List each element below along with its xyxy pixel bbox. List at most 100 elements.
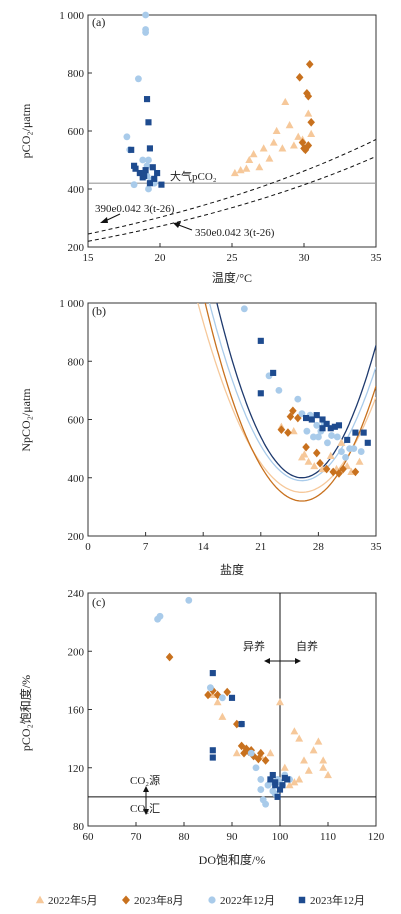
- annotation-co2-source: CO₂源: [130, 773, 160, 787]
- plot-frame: [87, 302, 377, 537]
- data-point: [204, 690, 212, 700]
- x-tick-label: 100: [272, 831, 289, 843]
- plot-area: [88, 593, 376, 826]
- data-point: [295, 775, 304, 783]
- data-point: [280, 763, 289, 771]
- data-point: [319, 763, 328, 771]
- data-point: [338, 448, 345, 455]
- data-point: [233, 719, 241, 729]
- data-point: [294, 132, 303, 140]
- x-tick-label: 60: [83, 831, 95, 843]
- x-tick-label: 35: [371, 541, 383, 553]
- x-tick-label: 70: [131, 831, 143, 843]
- data-point: [269, 138, 278, 146]
- legend-label-2022-may: 2022年5月: [48, 893, 98, 907]
- data-point: [134, 75, 142, 83]
- panel-c-label: (c): [92, 595, 105, 609]
- data-point: [209, 754, 216, 761]
- data-point: [185, 596, 193, 604]
- data-point: [206, 684, 214, 692]
- data-point: [364, 439, 371, 446]
- data-point: [139, 156, 147, 164]
- legend-label-2022-dec: 2022年12月: [220, 893, 275, 907]
- data-point: [312, 448, 321, 458]
- curve-1: [197, 303, 376, 493]
- legend-label-2023-dec: 2023年12月: [310, 893, 365, 907]
- data-point: [143, 96, 151, 103]
- data-point: [158, 181, 165, 188]
- panel-a-xlabel: 温度/°C: [212, 270, 252, 285]
- data-point: [300, 450, 309, 458]
- data-point: [257, 775, 265, 783]
- data-point: [307, 129, 316, 137]
- data-point: [257, 390, 264, 397]
- data-point: [213, 698, 222, 706]
- data-point: [350, 445, 358, 453]
- data-point: [329, 467, 337, 477]
- curve-2: [208, 303, 376, 482]
- data-point: [242, 164, 251, 172]
- data-point: [319, 756, 328, 764]
- x-tick-label: 15: [83, 252, 95, 264]
- up-arrowhead: [143, 786, 149, 792]
- data-point: [218, 712, 227, 720]
- panel-b-ylabel: NpCO₂/μatm: [19, 388, 33, 452]
- data-point: [267, 776, 274, 783]
- data-point: [259, 144, 268, 152]
- curve1-arrowhead: [100, 217, 108, 223]
- x-tick-label: 80: [179, 831, 191, 843]
- data-point: [307, 117, 315, 127]
- right-arrowhead: [295, 658, 301, 664]
- data-point: [209, 670, 216, 677]
- data-point: [342, 453, 349, 461]
- data-point: [154, 169, 161, 177]
- panel-a-curve1-label: 390e0.042 3(t-26): [95, 203, 175, 215]
- data-point: [278, 144, 287, 152]
- data-point: [257, 337, 264, 344]
- curve-4: [204, 303, 376, 502]
- annotation-heterotrophic: 异养: [243, 639, 265, 653]
- data-point: [295, 734, 304, 742]
- data-point: [165, 652, 174, 662]
- y-tick-label: 200: [68, 242, 85, 254]
- data-point: [286, 412, 295, 421]
- panel-c-xlabel: DO饱和度/%: [199, 852, 266, 867]
- y-tick-label: 120: [68, 763, 85, 775]
- data-point: [323, 420, 330, 427]
- data-point: [303, 88, 311, 98]
- data-point: [310, 461, 319, 470]
- data-point: [309, 746, 318, 754]
- data-point: [304, 91, 313, 101]
- data-point: [130, 181, 138, 189]
- data-point: [304, 109, 313, 117]
- data-point: [265, 154, 274, 162]
- data-point: [335, 469, 343, 478]
- panel-b-label: (b): [92, 304, 106, 318]
- data-point: [257, 748, 265, 758]
- data-point: [355, 457, 364, 465]
- curve-1: [88, 139, 376, 235]
- data-point: [232, 749, 241, 757]
- plot-frame: [87, 592, 377, 827]
- curve-2: [88, 156, 376, 242]
- data-point: [331, 423, 338, 430]
- data-point: [276, 698, 284, 706]
- data-point: [277, 425, 286, 435]
- data-point: [326, 451, 335, 459]
- panel-a-ylabel: pCO₂/μatm: [19, 103, 33, 158]
- data-point: [304, 766, 313, 774]
- y-tick-label: 600: [68, 126, 85, 138]
- panel-a-label: (a): [92, 15, 105, 29]
- data-point: [289, 427, 298, 435]
- data-point: [298, 138, 307, 147]
- data-point: [300, 756, 308, 764]
- y-tick-label: 400: [68, 184, 85, 196]
- legend-marker-3: [208, 896, 216, 904]
- data-point: [285, 121, 294, 129]
- data-point: [245, 155, 254, 164]
- plot-area: [197, 303, 376, 502]
- x-tick-label: 90: [227, 831, 239, 843]
- data-point: [269, 771, 276, 779]
- data-point: [272, 782, 279, 789]
